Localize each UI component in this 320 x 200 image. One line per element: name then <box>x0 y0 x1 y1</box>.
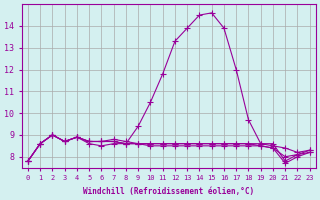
X-axis label: Windchill (Refroidissement éolien,°C): Windchill (Refroidissement éolien,°C) <box>83 187 254 196</box>
